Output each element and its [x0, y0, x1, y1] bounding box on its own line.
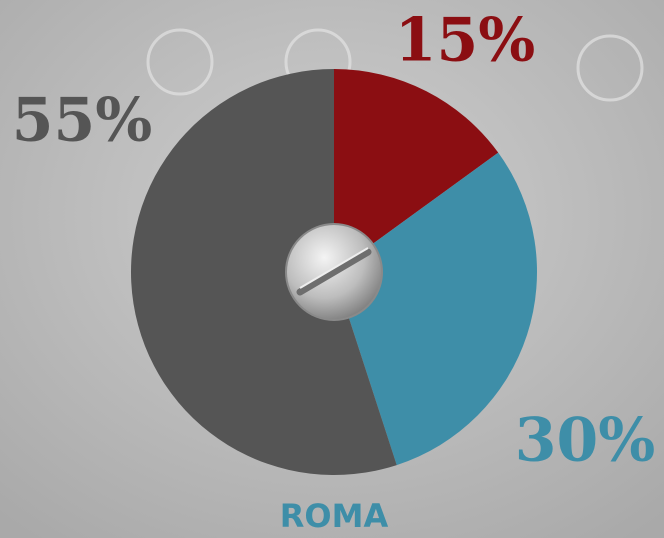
value-label: 55% [12, 86, 153, 156]
value-label: 15% [395, 6, 536, 76]
chart-label: ROMA [280, 497, 389, 535]
pie [130, 69, 537, 476]
pie-slice [334, 152, 537, 466]
value-label: 30% [515, 406, 656, 476]
pie-slice [334, 69, 499, 272]
center-screw [285, 223, 383, 321]
pie-slice [130, 69, 397, 476]
